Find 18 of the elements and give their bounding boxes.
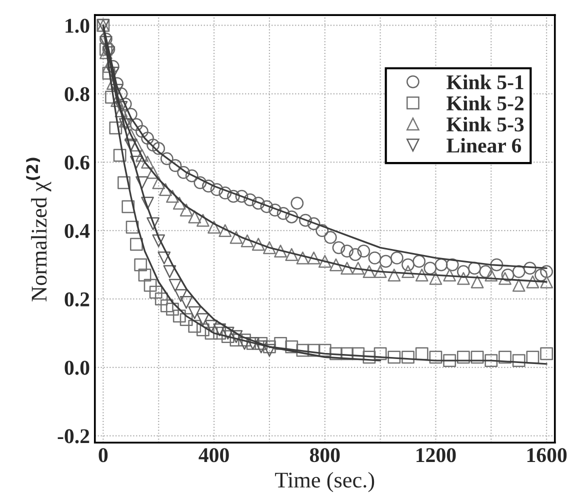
legend-label: Linear 6 (446, 138, 522, 153)
legend-label: Kink 5-3 (446, 116, 524, 132)
y-tick-label: 1.0 (66, 18, 90, 33)
x-tick-label: 1200 (416, 448, 456, 462)
legend-label: Kink 5-2 (446, 96, 524, 110)
x-tick-label: 0 (98, 448, 108, 462)
y-tick-label: -0.2 (58, 429, 90, 444)
y-tick-label: 0.6 (64, 156, 90, 170)
y-tick-label: 0.2 (64, 292, 90, 307)
x-tick-label: 1600 (527, 448, 567, 462)
x-tick-label: 400 (198, 448, 229, 462)
x-axis-title: Time (sec.) (275, 472, 374, 492)
y-tick-label: 0.8 (64, 87, 90, 102)
x-tick-label: 800 (310, 448, 340, 462)
y-tick-label: 0.4 (64, 224, 90, 238)
y-axis-title: Normalized χ$^{(2)}$ (26, 158, 52, 302)
y-tick-label: 0.0 (64, 360, 90, 375)
legend-label: Kink 5-1 (446, 74, 524, 90)
